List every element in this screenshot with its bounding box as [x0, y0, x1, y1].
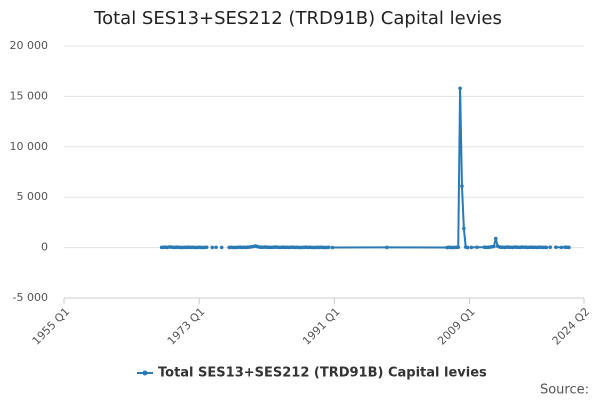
data-point: [462, 226, 466, 231]
data-point: [554, 245, 558, 250]
series-line: [161, 88, 570, 249]
chart-title: Total SES13+SES212 (TRD91B) Capital levi…: [93, 8, 502, 29]
data-point: [385, 245, 389, 250]
data-point: [548, 245, 553, 249]
data-point: [492, 244, 496, 249]
x-tick-label: 1955 Q1: [30, 305, 73, 348]
x-tick-label: 1973 Q1: [165, 305, 208, 348]
data-point: [219, 245, 224, 250]
data-point: [204, 245, 209, 250]
data-point: [559, 245, 564, 250]
y-tick-label: 20 000: [10, 39, 49, 52]
data-point: [544, 245, 549, 250]
data-point: [326, 245, 331, 250]
x-tick-label: 2024 Q2: [550, 305, 593, 348]
y-tick-label: 5 000: [17, 190, 49, 203]
data-point: [330, 245, 335, 250]
data-point: [475, 245, 479, 250]
data-point: [460, 184, 464, 188]
data-point: [567, 245, 571, 250]
y-tick-label: 10 000: [10, 140, 49, 153]
legend-label: Total SES13+SES212 (TRD91B) Capital levi…: [158, 366, 487, 381]
data-point: [469, 245, 474, 250]
data-point: [456, 245, 461, 249]
data-point: [210, 245, 215, 250]
data-point: [493, 236, 498, 241]
x-tick-label: 2009 Q1: [435, 305, 478, 348]
data-point: [214, 245, 218, 250]
y-tick-label: 15 000: [10, 89, 49, 102]
x-tick-label: 1991 Q1: [300, 305, 343, 348]
legend-marker: [142, 370, 148, 376]
data-point: [465, 245, 470, 250]
y-tick-label: 0: [41, 241, 48, 254]
data-point: [458, 86, 462, 91]
source: Source:: [540, 383, 589, 398]
y-tick-label: -5 000: [13, 291, 48, 304]
